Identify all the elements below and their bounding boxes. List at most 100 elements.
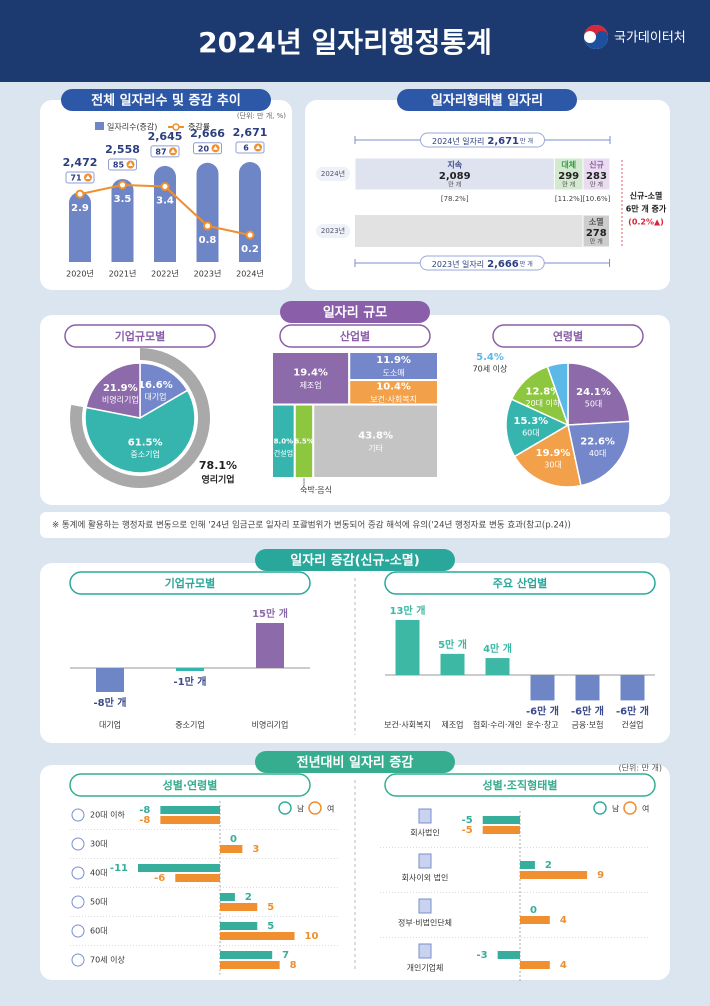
up-arrow — [128, 162, 133, 167]
bar-value-label: 2 — [245, 892, 252, 903]
category-icon — [71, 953, 85, 967]
bar — [220, 961, 280, 969]
category-label: 60대 — [90, 927, 108, 936]
bracket-label-bg — [419, 255, 545, 271]
bar — [154, 165, 176, 262]
category-icon — [71, 808, 85, 822]
segment-name: 지속 — [447, 160, 462, 170]
slice-name: 40대 — [589, 449, 607, 458]
category-label: 30대 — [90, 840, 108, 849]
category-icon — [418, 808, 432, 824]
note: ※ 통계에 활용하는 행정자료 변동으로 인해 '24년 임금근로 일자리 포괄… — [52, 520, 571, 531]
total-unit: 만 개 — [520, 137, 533, 145]
section-title: 연령별 — [553, 329, 583, 343]
bar-value-label: 10 — [305, 931, 319, 942]
bar-value-label: -5 — [462, 815, 473, 826]
bar — [482, 816, 520, 824]
section-title: 전년대비 일자리 증감 — [297, 755, 414, 771]
title-pill — [492, 324, 644, 348]
row-label: 2023년 — [321, 226, 345, 235]
segment-name: 신규 — [589, 160, 604, 170]
category-icon — [418, 943, 432, 959]
x-tick-label: 2024년 — [236, 269, 264, 279]
change-label: 85 — [113, 161, 125, 170]
bar — [485, 658, 510, 675]
tile-value: 8.0% — [274, 437, 293, 445]
bar-value-label: 2,666 — [190, 127, 225, 140]
bar — [482, 826, 520, 834]
total-label: 2024년 일자리 2,671만 개 — [432, 136, 533, 148]
bar — [220, 845, 243, 853]
category-label: 70세 이상 — [90, 955, 125, 965]
bar — [520, 871, 588, 879]
slice-value: 24.1% — [576, 387, 611, 398]
bar — [530, 675, 555, 701]
slice-name: 비영리기업 — [102, 395, 139, 405]
x-tick-label: 협회·수리·개인 — [473, 720, 522, 730]
slice-value: 12.8% — [526, 387, 561, 398]
legend-label: 여 — [642, 804, 649, 814]
slice — [85, 362, 141, 419]
section-title: 일자리 규모 — [323, 305, 387, 321]
slice-name: 60대 — [522, 428, 540, 437]
segment-value: 278 — [586, 228, 607, 239]
logo-blue — [584, 31, 608, 49]
segment-unit: 만 개 — [590, 238, 603, 246]
slice-name: 50대 — [585, 399, 603, 408]
bar-value-label: -3 — [477, 950, 488, 961]
bar-value-label: 3 — [252, 844, 259, 855]
bar — [220, 932, 295, 940]
bar-value-label: 4만 개 — [483, 642, 512, 655]
tile-name: 건설업 — [274, 448, 293, 457]
bar — [69, 192, 91, 262]
title-pill — [69, 571, 311, 595]
slice — [139, 362, 189, 420]
category-label: 회사이외 법인 — [402, 873, 449, 883]
section-title: 기업규모별 — [115, 329, 166, 343]
segment-unit: 만 개 — [590, 181, 603, 189]
bar-value-label: 4 — [560, 915, 567, 926]
segment — [582, 214, 611, 248]
slice-value: 22.6% — [580, 437, 615, 448]
bar — [256, 623, 284, 668]
legend-marker — [308, 801, 322, 815]
bar-value-label: -6만 개 — [526, 704, 559, 717]
unit-label: (단위: 만 개) — [619, 763, 662, 773]
tile-value: 43.8% — [358, 430, 393, 441]
x-tick-label: 건설업 — [621, 720, 643, 730]
legend-label: 남 — [297, 805, 305, 814]
bar-value-label: -5 — [462, 825, 473, 836]
bar — [497, 951, 520, 959]
slice — [513, 423, 582, 488]
x-tick-label: 비영리기업 — [252, 720, 289, 730]
total-name: 2023년 일자리 — [432, 259, 484, 269]
rate-point — [75, 189, 85, 199]
x-tick-label: 운수·창고 — [527, 721, 559, 730]
rate-label: 0.2 — [241, 244, 259, 255]
total-value: 2,671 — [487, 136, 519, 147]
tile-name: 제조업 — [300, 381, 322, 390]
change-label: 71 — [70, 174, 82, 183]
segment-name: 대체 — [561, 160, 576, 170]
title-pill — [384, 773, 656, 797]
title-pill — [397, 89, 577, 111]
bar — [111, 179, 134, 262]
legend-label: 증감률 — [188, 122, 210, 132]
legend-marker — [593, 801, 607, 815]
bar-value-label: 2,472 — [63, 156, 98, 169]
section-title: 산업별 — [340, 329, 370, 343]
legend-marker — [278, 801, 292, 815]
bar-value-label: 2,671 — [233, 126, 268, 139]
section-title: 일자리 증감(신규-소멸) — [290, 553, 419, 569]
bar — [220, 893, 235, 901]
slice-name: 대기업 — [144, 393, 166, 402]
bar-value-label: 9 — [597, 870, 604, 881]
tile-value: 19.4% — [293, 367, 328, 378]
note-box — [40, 512, 670, 538]
rate-label: 2.9 — [71, 203, 89, 214]
category-label: 40대 — [90, 869, 108, 878]
segment-value: 2,089 — [439, 171, 471, 182]
section-title: 성별·연령별 — [163, 778, 218, 792]
bar — [176, 668, 204, 671]
bar-value-label: 0 — [230, 834, 237, 845]
